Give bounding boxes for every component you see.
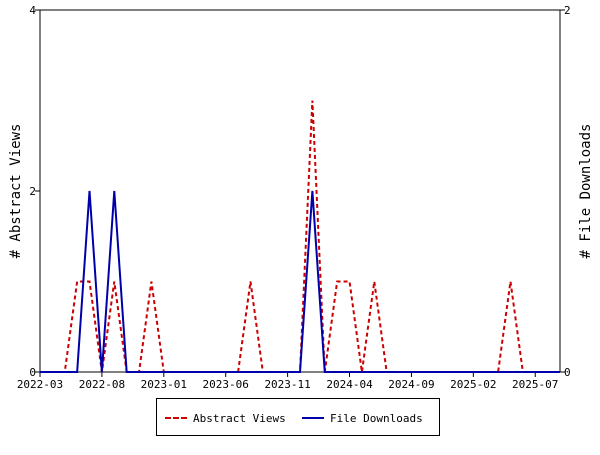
x-tick-label: 2023-06	[203, 378, 249, 391]
series-line-file-downloads	[40, 190, 560, 373]
x-tick-label: 2023-01	[141, 378, 187, 391]
legend: Abstract Views File Downloads	[156, 398, 440, 436]
legend-swatch-abstract-views	[165, 417, 187, 419]
x-tick-label: 2025-07	[512, 378, 558, 391]
y-left-tick-label: 4	[29, 4, 36, 17]
legend-item-abstract-views: Abstract Views	[165, 411, 286, 425]
y-right-axis-title: # File Downloads	[578, 124, 594, 259]
x-tick-label: 2022-08	[79, 378, 125, 391]
legend-swatch-file-downloads	[302, 417, 324, 419]
legend-label-file-downloads: File Downloads	[330, 411, 423, 425]
y-left-tick-label: 2	[29, 185, 36, 198]
x-tick-label: 2024-04	[326, 378, 373, 391]
y-right-tick-label: 0	[564, 366, 571, 379]
x-tick-label: 2022-03	[17, 378, 63, 391]
plot-frame	[39, 9, 561, 373]
y-left-tick-label: 0	[29, 366, 36, 379]
x-tick-label: 2024-09	[388, 378, 434, 391]
legend-item-file-downloads: File Downloads	[302, 411, 423, 425]
legend-label-abstract-views: Abstract Views	[193, 411, 286, 425]
x-tick-label: 2023-11	[264, 378, 310, 391]
x-tick-label: 2025-02	[450, 378, 496, 391]
y-right-tick-label: 2	[564, 4, 571, 17]
y-left-axis-title: # Abstract Views	[8, 124, 24, 259]
